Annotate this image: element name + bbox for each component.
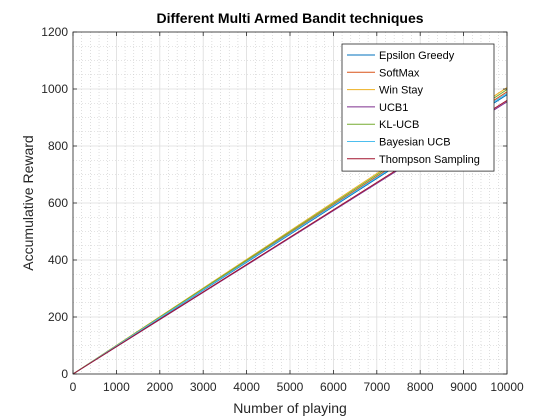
legend-label: Bayesian UCB — [379, 137, 451, 149]
x-tick-label: 3000 — [190, 380, 217, 394]
legend-label: Thompson Sampling — [379, 154, 480, 166]
y-tick-labels: 0 200 400 600 800 1000 1200 — [41, 25, 68, 381]
x-axis-label: Number of playing — [233, 400, 347, 416]
y-tick-label: 200 — [48, 310, 68, 324]
legend-label: SoftMax — [379, 67, 420, 79]
x-tick-labels: 0 1000 2000 3000 4000 5000 6000 7000 8000 9000 100… — [70, 380, 524, 394]
legend-label: Epsilon Greedy — [379, 50, 455, 62]
x-tick-label: 4000 — [233, 380, 260, 394]
axis-ticks — [72, 31, 508, 375]
chart-title: Different Multi Armed Bandit techniques — [156, 10, 423, 26]
y-tick-label: 1200 — [41, 25, 68, 39]
x-tick-label: 10000 — [490, 380, 524, 394]
x-tick-label: 5000 — [277, 380, 304, 394]
x-tick-label: 8000 — [407, 380, 434, 394]
x-tick-label: 7000 — [363, 380, 390, 394]
legend-box — [341, 43, 495, 172]
x-tick-label: 1000 — [103, 380, 130, 394]
legend: Epsilon Greedy SoftMax Win Stay UCB1 KL-UCB B… — [341, 43, 495, 172]
y-tick-label: 600 — [48, 196, 68, 210]
x-tick-label: 2000 — [146, 380, 173, 394]
x-tick-label: 9000 — [450, 380, 477, 394]
legend-label: KL-UCB — [379, 119, 419, 131]
x-tick-label: 0 — [70, 380, 77, 394]
y-tick-label: 0 — [61, 367, 68, 381]
legend-label: UCB1 — [379, 102, 408, 114]
x-tick-label: 6000 — [320, 380, 347, 394]
legend-label: Win Stay — [379, 85, 424, 97]
y-tick-label: 400 — [48, 253, 68, 267]
y-axis-label: Accumulative Reward — [20, 135, 36, 270]
y-tick-label: 800 — [48, 139, 68, 153]
y-tick-label: 1000 — [41, 82, 68, 96]
